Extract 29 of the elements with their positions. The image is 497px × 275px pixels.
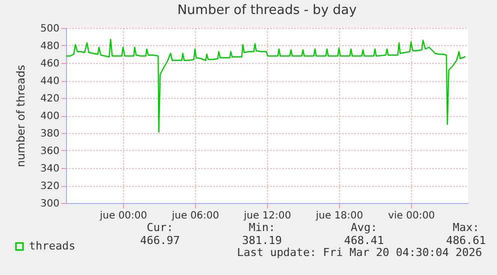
text: 468.41 xyxy=(344,234,384,247)
y-tick-label: 480 xyxy=(40,41,60,52)
legend-label: threads xyxy=(29,240,76,252)
x-tick-label: jue 18:00 xyxy=(314,210,364,222)
y-tick-label: 420 xyxy=(40,94,60,104)
y-tick-label: 360 xyxy=(40,146,60,157)
text: 486.61 xyxy=(446,234,486,247)
y-tick-label: 300 xyxy=(40,198,60,210)
text: Cur: xyxy=(146,221,174,234)
x-tick-label: jue 00:00 xyxy=(98,210,148,222)
text: 466.97 xyxy=(140,234,180,247)
text: Min: xyxy=(248,221,276,234)
y-tick-label: 500 xyxy=(40,24,60,34)
line-series xyxy=(66,38,466,133)
y-tick-label: 440 xyxy=(40,76,60,87)
text: Avg: xyxy=(350,221,378,234)
y-tick-label: 320 xyxy=(40,181,60,192)
x-tick-label: jue 12:00 xyxy=(242,210,292,222)
y-tick-label: 380 xyxy=(40,128,60,140)
y-axis-title: number of threads xyxy=(14,64,28,168)
x-tick-label: vie 00:00 xyxy=(388,210,435,222)
y-tick-label: 400 xyxy=(40,111,60,122)
text: 381.19 xyxy=(242,234,282,247)
text: Max: xyxy=(452,221,480,234)
y-tick-label: 340 xyxy=(40,164,60,174)
x-tick-label: jue 06:00 xyxy=(170,210,220,222)
y-tick-label: 460 xyxy=(40,58,60,70)
text: Last update: Fri Mar 20 04:30:04 2026 xyxy=(236,246,482,259)
chart-title: Number of threads - by day xyxy=(177,3,357,18)
